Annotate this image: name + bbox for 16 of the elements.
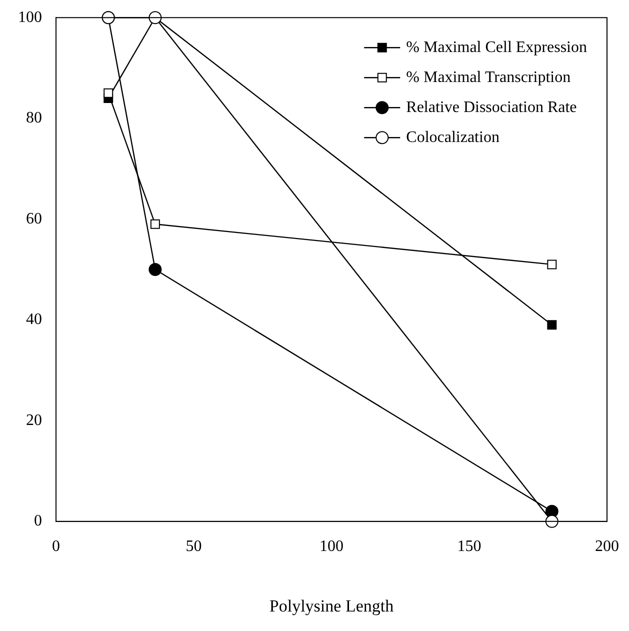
legend-label: Relative Dissociation Rate bbox=[406, 98, 577, 116]
y-tick-label: 100 bbox=[18, 8, 42, 26]
x-tick-label: 200 bbox=[595, 538, 619, 556]
x-tick-label: 0 bbox=[52, 538, 60, 556]
y-tick-label: 0 bbox=[34, 512, 42, 530]
x-tick-label: 50 bbox=[186, 538, 202, 556]
legend-label: % Maximal Transcription bbox=[406, 68, 571, 86]
y-tick-label: 80 bbox=[26, 110, 42, 127]
x-tick-label: 100 bbox=[320, 538, 344, 556]
legend-label: Colocalization bbox=[406, 128, 500, 146]
y-tick-label: 40 bbox=[26, 311, 42, 328]
x-axis-title: Polylysine Length bbox=[269, 596, 394, 616]
legend-label: % Maximal Cell Expression bbox=[406, 38, 587, 56]
y-tick-label: 60 bbox=[26, 210, 42, 228]
x-tick-label: 150 bbox=[457, 538, 482, 556]
y-tick-label: 20 bbox=[26, 412, 42, 429]
